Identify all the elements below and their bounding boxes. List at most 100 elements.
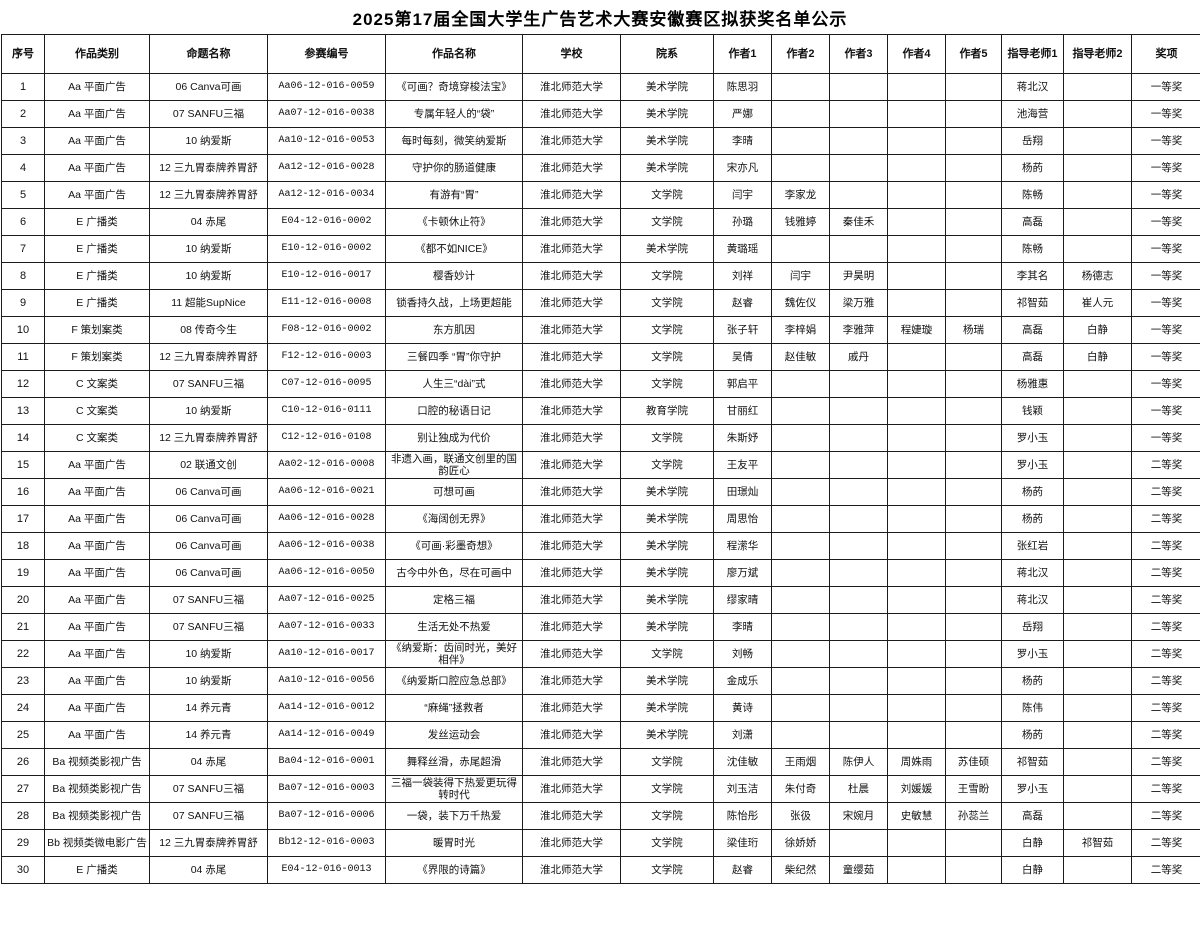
cell-author5 bbox=[945, 532, 1002, 560]
table-row: 5 Aa 平面广告 12 三九胃泰牌养胃舒 Aa12-12-016-0034 有游有“胃… bbox=[1, 181, 1200, 209]
cell-work: 每时每刻，微笑纳爱斯 bbox=[385, 127, 523, 155]
column-header-work: 作品名称 bbox=[385, 34, 523, 74]
cell-award: 一等奖 bbox=[1131, 73, 1200, 101]
cell-dept: 美术学院 bbox=[620, 100, 714, 128]
cell-id: 21 bbox=[1, 613, 45, 641]
cell-work: 樱香妙计 bbox=[385, 262, 523, 290]
cell-author4 bbox=[887, 856, 946, 884]
cell-author1: 赵睿 bbox=[713, 856, 772, 884]
cell-code: Aa07-12-016-0033 bbox=[267, 613, 386, 641]
cell-author5 bbox=[945, 559, 1002, 587]
cell-author2 bbox=[771, 505, 830, 533]
cell-brief: 14 养元青 bbox=[149, 721, 268, 749]
cell-work: 三福一袋装得下热爱更玩得转时代 bbox=[385, 775, 523, 803]
cell-author3 bbox=[829, 478, 888, 506]
cell-award: 二等奖 bbox=[1131, 505, 1200, 533]
cell-id: 23 bbox=[1, 667, 45, 695]
cell-brief: 12 三九胃泰牌养胃舒 bbox=[149, 424, 268, 452]
cell-author4 bbox=[887, 262, 946, 290]
cell-author1: 周思怡 bbox=[713, 505, 772, 533]
cell-brief: 06 Canva可画 bbox=[149, 505, 268, 533]
table-row: 2 Aa 平面广告 07 SANFU三福 Aa07-12-016-0038 专属年轻人的… bbox=[1, 100, 1200, 128]
cell-author1: 宋亦凡 bbox=[713, 154, 772, 182]
cell-advisor2 bbox=[1063, 613, 1132, 641]
cell-dept: 文学院 bbox=[620, 181, 714, 209]
cell-author2: 闫宇 bbox=[771, 262, 830, 290]
cell-advisor1: 李其名 bbox=[1001, 262, 1064, 290]
cell-advisor2: 白静 bbox=[1063, 343, 1132, 371]
cell-author5 bbox=[945, 829, 1002, 857]
cell-author2: 张彶 bbox=[771, 802, 830, 830]
table-row: 28 Ba 视频类影视广告 07 SANFU三福 Ba07-12-016-0006 一袋… bbox=[1, 802, 1200, 830]
cell-author1: 程潆华 bbox=[713, 532, 772, 560]
cell-work: 人生三“dài”式 bbox=[385, 370, 523, 398]
cell-author1: 田璟灿 bbox=[713, 478, 772, 506]
cell-author2 bbox=[771, 397, 830, 425]
cell-id: 30 bbox=[1, 856, 45, 884]
cell-author2: 王雨烟 bbox=[771, 748, 830, 776]
cell-school: 淮北师范大学 bbox=[522, 370, 621, 398]
cell-code: Aa06-12-016-0038 bbox=[267, 532, 386, 560]
cell-author4 bbox=[887, 829, 946, 857]
cell-category: Aa 平面广告 bbox=[44, 100, 150, 128]
cell-dept: 美术学院 bbox=[620, 73, 714, 101]
cell-code: Aa06-12-016-0028 bbox=[267, 505, 386, 533]
cell-advisor1: 杨菂 bbox=[1001, 505, 1064, 533]
cell-advisor2 bbox=[1063, 478, 1132, 506]
cell-author4 bbox=[887, 289, 946, 317]
cell-work: 发丝运动会 bbox=[385, 721, 523, 749]
page-title: 2025第17届全国大学生广告艺术大赛安徽赛区拟获奖名单公示 bbox=[352, 9, 848, 29]
cell-brief: 06 Canva可画 bbox=[149, 73, 268, 101]
cell-brief: 10 纳爱斯 bbox=[149, 235, 268, 263]
cell-author4 bbox=[887, 613, 946, 641]
cell-author5 bbox=[945, 424, 1002, 452]
cell-author3 bbox=[829, 397, 888, 425]
cell-author4 bbox=[887, 208, 946, 236]
cell-category: F 策划案类 bbox=[44, 316, 150, 344]
cell-advisor1: 罗小玉 bbox=[1001, 775, 1064, 803]
cell-author5 bbox=[945, 505, 1002, 533]
table-row: 12 C 文案类 07 SANFU三福 C07-12-016-0095 人生三“dài”… bbox=[1, 370, 1200, 398]
cell-brief: 07 SANFU三福 bbox=[149, 586, 268, 614]
cell-dept: 美术学院 bbox=[620, 694, 714, 722]
cell-id: 1 bbox=[1, 73, 45, 101]
cell-author2 bbox=[771, 613, 830, 641]
cell-author4 bbox=[887, 478, 946, 506]
cell-author1: 甘丽红 bbox=[713, 397, 772, 425]
cell-award: 二等奖 bbox=[1131, 694, 1200, 722]
cell-author4 bbox=[887, 235, 946, 263]
cell-id: 11 bbox=[1, 343, 45, 371]
cell-category: Ba 视频类影视广告 bbox=[44, 748, 150, 776]
cell-author3: 尹昊明 bbox=[829, 262, 888, 290]
cell-brief: 12 三九胃泰牌养胃舒 bbox=[149, 181, 268, 209]
cell-award: 二等奖 bbox=[1131, 559, 1200, 587]
cell-author2 bbox=[771, 424, 830, 452]
cell-author3 bbox=[829, 100, 888, 128]
cell-category: F 策划案类 bbox=[44, 343, 150, 371]
cell-category: C 文案类 bbox=[44, 370, 150, 398]
cell-award: 一等奖 bbox=[1131, 316, 1200, 344]
cell-advisor2 bbox=[1063, 100, 1132, 128]
cell-author1: 缪家晴 bbox=[713, 586, 772, 614]
cell-school: 淮北师范大学 bbox=[522, 613, 621, 641]
cell-dept: 文学院 bbox=[620, 748, 714, 776]
cell-school: 淮北师范大学 bbox=[522, 181, 621, 209]
cell-category: Aa 平面广告 bbox=[44, 181, 150, 209]
cell-award: 二等奖 bbox=[1131, 775, 1200, 803]
cell-author5 bbox=[945, 343, 1002, 371]
cell-award: 一等奖 bbox=[1131, 262, 1200, 290]
cell-author3 bbox=[829, 451, 888, 479]
cell-author5 bbox=[945, 694, 1002, 722]
cell-author2 bbox=[771, 451, 830, 479]
column-header-author3: 作者3 bbox=[829, 34, 888, 74]
cell-award: 二等奖 bbox=[1131, 721, 1200, 749]
cell-author2: 魏佐仪 bbox=[771, 289, 830, 317]
cell-advisor1: 白静 bbox=[1001, 829, 1064, 857]
cell-code: C07-12-016-0095 bbox=[267, 370, 386, 398]
cell-category: Aa 平面广告 bbox=[44, 451, 150, 479]
cell-advisor1: 罗小玉 bbox=[1001, 640, 1064, 668]
column-header-school: 学校 bbox=[522, 34, 621, 74]
cell-category: Aa 平面广告 bbox=[44, 640, 150, 668]
cell-author1: 王友平 bbox=[713, 451, 772, 479]
cell-category: Bb 视频类微电影广告 bbox=[44, 829, 150, 857]
